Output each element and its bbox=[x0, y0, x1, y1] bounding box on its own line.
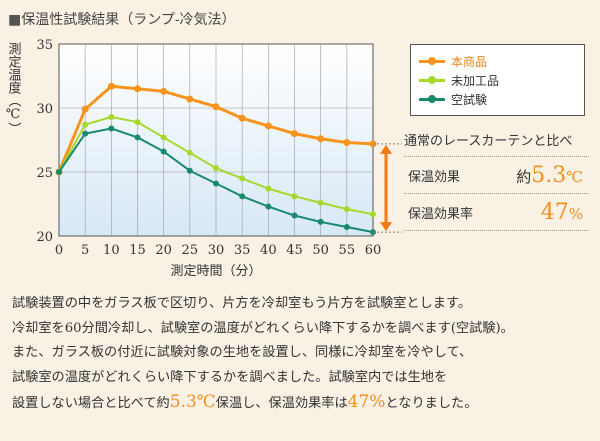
results-heading: 通常のレースカーテンと比べ bbox=[404, 128, 589, 157]
warmth-effect-value: 約5.3℃ bbox=[516, 162, 583, 188]
legend-label: 本商品 bbox=[451, 55, 488, 69]
data-point bbox=[134, 134, 141, 141]
data-point bbox=[213, 165, 219, 172]
data-point bbox=[160, 148, 167, 155]
data-point bbox=[134, 119, 141, 126]
data-point bbox=[343, 206, 350, 213]
data-point bbox=[239, 175, 246, 182]
description-line: 試験装置の中をガラス板で区切り、片方を冷却室もう片方を試験室とします。 bbox=[12, 296, 472, 311]
data-point bbox=[134, 85, 141, 93]
data-point bbox=[343, 139, 351, 147]
x-tick-label: 15 bbox=[129, 243, 146, 258]
data-point bbox=[317, 199, 324, 206]
data-point bbox=[108, 125, 115, 132]
data-point bbox=[108, 113, 115, 120]
x-tick-label: 50 bbox=[312, 243, 329, 258]
legend-label: 空試験 bbox=[451, 93, 488, 107]
x-tick-label: 35 bbox=[234, 243, 251, 258]
x-tick-label: 5 bbox=[81, 243, 89, 258]
data-point bbox=[107, 82, 115, 90]
legend-label: 未加工品 bbox=[451, 74, 500, 88]
x-tick-label: 10 bbox=[103, 243, 120, 258]
results-panel: 通常のレースカーテンと比べ 保温効果 約5.3℃ 保温効果率 47% bbox=[404, 128, 589, 231]
y-axis-label: 測定温度（℃） bbox=[6, 42, 22, 135]
diff-arrow-head-bottom bbox=[380, 222, 392, 232]
data-point bbox=[317, 218, 324, 225]
data-point bbox=[186, 149, 193, 156]
data-point bbox=[82, 121, 89, 128]
warmth-rate-row: 保温効果率 47% bbox=[404, 194, 589, 231]
description: 試験装置の中をガラス板で区切り、片方を冷却室もう片方を試験室とします。 冷却室を… bbox=[12, 292, 594, 417]
legend-swatch bbox=[419, 95, 445, 103]
x-tick-label: 40 bbox=[260, 243, 277, 258]
y-tick-label: 35 bbox=[36, 38, 53, 53]
warmth-effect-row: 保温効果 約5.3℃ bbox=[404, 157, 589, 194]
data-point bbox=[186, 95, 194, 103]
data-point bbox=[81, 105, 89, 113]
data-point bbox=[239, 193, 246, 200]
description-line: 冷却室を60分間冷却し、試験室の温度がどれくらい降下するかを調べます(空試験)。 bbox=[12, 320, 514, 336]
series bbox=[55, 82, 377, 236]
difference-arrow bbox=[373, 143, 402, 233]
data-point bbox=[56, 169, 62, 175]
data-point bbox=[238, 114, 246, 122]
data-point bbox=[160, 134, 167, 141]
x-axis-label: 測定時間（分） bbox=[170, 264, 261, 279]
legend-swatch bbox=[419, 57, 445, 65]
description-line: また、ガラス板の付近に試験対象の生地を設置し、同様に冷却室を冷やして、 bbox=[12, 345, 473, 360]
warmth-effect-label: 保温効果 bbox=[408, 169, 461, 185]
warmth-rate-value: 47% bbox=[540, 199, 583, 225]
data-point bbox=[291, 212, 298, 219]
chart-title: ■保温性試験結果（ランプ-冷気法） bbox=[8, 12, 236, 28]
legend-swatch bbox=[419, 76, 445, 84]
x-tick-label: 45 bbox=[286, 243, 303, 258]
y-tick-label: 30 bbox=[36, 102, 53, 117]
legend-item-blank-test: 空試験 bbox=[419, 90, 576, 109]
data-point bbox=[265, 185, 272, 192]
x-tick-label: 20 bbox=[155, 243, 172, 258]
data-point bbox=[212, 103, 220, 111]
y-tick-label: 25 bbox=[36, 166, 53, 181]
data-point bbox=[264, 122, 272, 130]
x-tick-label: 60 bbox=[365, 243, 382, 258]
data-point bbox=[160, 87, 168, 95]
legend-item-product: 本商品 bbox=[419, 52, 576, 71]
axes: 0 5 10 15 20 25 30 35 40 45 50 55 60 20 25 30 35 bbox=[36, 38, 381, 258]
x-tick-label: 30 bbox=[208, 243, 225, 258]
line-chart: 0 5 10 15 20 25 30 35 40 45 50 55 60 20 25 30 35 測定温度（℃）… bbox=[6, 38, 402, 279]
data-point bbox=[265, 203, 272, 210]
x-tick-label: 25 bbox=[182, 243, 199, 258]
data-point bbox=[291, 130, 298, 138]
legend-item-unprocessed: 未加工品 bbox=[419, 71, 576, 90]
data-point bbox=[291, 193, 298, 200]
warmth-rate-label: 保温効果率 bbox=[408, 206, 474, 222]
legend: 本商品 未加工品 空試験 bbox=[410, 44, 585, 116]
data-point bbox=[213, 180, 219, 187]
data-point bbox=[343, 224, 350, 231]
data-point bbox=[82, 130, 89, 137]
description-line: 設置しない場合と比べて約5.3℃保温し、保温効果率は47%となりました。 bbox=[12, 392, 478, 412]
x-tick-label: 55 bbox=[339, 243, 356, 258]
description-line: 試験室の温度がどれくらい降下するかを調べました。試験室内では生地を bbox=[12, 369, 448, 385]
data-point bbox=[186, 167, 193, 174]
diff-arrow-head-top bbox=[380, 144, 392, 154]
y-tick-label: 20 bbox=[36, 230, 53, 245]
data-point bbox=[370, 211, 376, 218]
data-point bbox=[317, 135, 325, 143]
x-tick-label: 0 bbox=[55, 243, 63, 258]
